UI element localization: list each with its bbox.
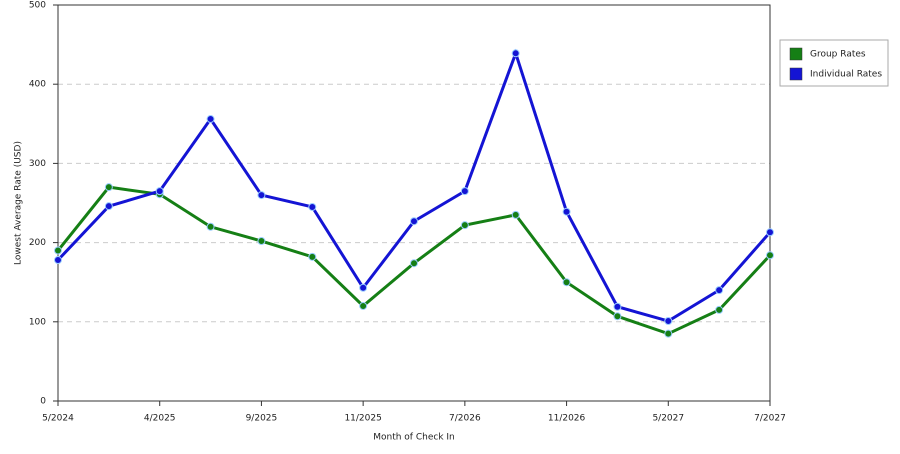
data-point: [206, 115, 215, 124]
data-point: [104, 183, 113, 192]
x-tick-label: 11/2025: [344, 414, 381, 424]
data-point: [715, 286, 724, 295]
x-tick-label: 9/2025: [246, 414, 278, 424]
data-point: [460, 221, 469, 230]
y-tick-label: 400: [29, 80, 46, 90]
data-point: [155, 187, 164, 196]
legend-label: Group Rates: [810, 50, 866, 60]
data-point: [359, 283, 368, 292]
data-point: [562, 207, 571, 216]
x-tick-label: 7/2027: [754, 414, 786, 424]
data-point: [410, 259, 418, 268]
data-point: [664, 329, 673, 338]
y-axis-title: Lowest Average Rate (USD): [14, 141, 24, 265]
data-point: [511, 49, 520, 58]
x-axis-title: Month of Check In: [373, 433, 455, 443]
x-tick-label: 5/2027: [652, 414, 684, 424]
data-point: [460, 187, 469, 196]
data-point: [257, 191, 266, 200]
legend-swatch: [789, 67, 803, 81]
data-point: [308, 202, 317, 211]
series-line: [56, 48, 772, 323]
data-point: [715, 305, 724, 314]
y-tick-label: 500: [29, 1, 46, 11]
data-point: [613, 312, 622, 321]
x-tick-label: 11/2026: [548, 414, 586, 424]
data-point: [257, 237, 266, 246]
y-tick-label: 200: [29, 238, 46, 248]
y-tick-label: 300: [29, 159, 46, 169]
data-point: [664, 317, 673, 326]
data-point: [766, 228, 774, 237]
data-point: [54, 256, 62, 265]
data-point: [766, 251, 774, 260]
legend-label: Individual Rates: [810, 70, 882, 80]
data-point: [54, 246, 62, 255]
data-point: [562, 278, 571, 287]
data-point: [511, 210, 520, 219]
y-tick-label: 100: [29, 317, 46, 327]
x-tick-label: 5/2024: [42, 414, 74, 424]
data-point: [410, 217, 418, 226]
x-tick-label: 7/2026: [449, 414, 481, 424]
plot-frame: [57, 4, 771, 402]
data-point: [359, 301, 368, 310]
legend-swatch: [789, 47, 803, 61]
y-tick-label: 0: [40, 397, 46, 407]
x-tick-label: 4/2025: [144, 414, 176, 424]
data-point: [613, 302, 622, 311]
data-point: [206, 222, 215, 231]
data-point: [308, 252, 317, 261]
data-point: [104, 202, 113, 211]
